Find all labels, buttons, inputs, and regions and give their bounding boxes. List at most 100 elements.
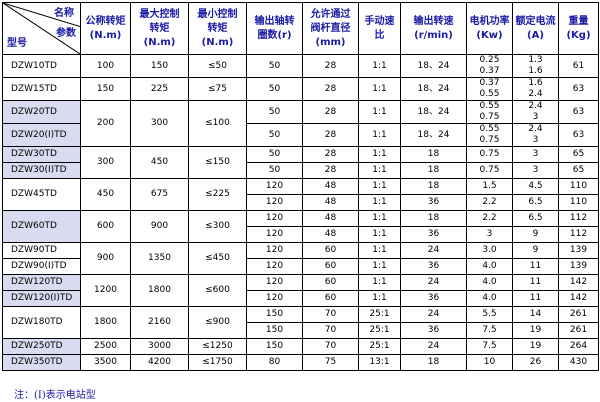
table-cell: 1:1 — [358, 77, 401, 101]
table-cell: 7.5 — [466, 338, 513, 355]
table-cell: 19 — [512, 338, 559, 355]
table-cell: 63 — [558, 100, 599, 124]
col-header: 额定电流 (A) — [512, 2, 559, 55]
table-cell: 0.25 0.37 — [466, 54, 513, 78]
corner-model-label: 型号 — [7, 38, 27, 49]
table-cell: 142 — [558, 290, 599, 307]
model-cell: DZW10TD — [2, 54, 81, 78]
table-cell: 28 — [302, 123, 359, 147]
table-row: 120 48 1:1 36 3 9 112 — [3, 226, 599, 243]
table-cell: 4.0 — [466, 258, 513, 275]
table-cell: 1:1 — [358, 54, 401, 78]
table-cell: 28 — [302, 146, 359, 163]
table-row: DZW10TD 100 150 ≤50 50 28 1:1 18、24 0.25 0.37 1.3 1… — [2, 54, 599, 78]
table-cell: 1:1 — [358, 194, 401, 211]
table-row: DZW120TD 1200 1800 ≤600 120 60 1:1 24 4.0 11 142 — [2, 274, 599, 307]
table-cell: ≤100 — [188, 100, 247, 147]
table-cell: 60 — [302, 290, 359, 307]
table-cell: 120 — [246, 226, 303, 243]
col-header: 最大控制 转矩 (N.m) — [130, 2, 189, 55]
table-cell: 75 — [302, 354, 359, 371]
table-row: DZW45TD 450 675 ≤225 120 48 1:1 18 1.5 4.5 110 — [2, 178, 599, 211]
table-cell: 60 — [302, 274, 359, 291]
table-cell: 48 — [302, 226, 359, 243]
table-cell: 2.2 — [466, 194, 513, 211]
table-cell: 48 — [302, 178, 359, 195]
table-cell: 9 — [512, 226, 559, 243]
model-cell: DZW90TD — [2, 242, 81, 259]
table-cell: 112 — [558, 210, 599, 227]
table-cell: 139 — [558, 242, 599, 259]
table-cell: 36 — [400, 194, 467, 211]
table-cell: 28 — [302, 54, 359, 78]
table-cell: 450 — [80, 178, 131, 211]
table-cell: ≤450 — [188, 242, 247, 275]
table-cell: 1.5 — [466, 178, 513, 195]
table-cell: 50 — [246, 100, 303, 124]
model-cell: DZW120TD — [2, 274, 81, 291]
table-cell: 1:1 — [358, 146, 401, 163]
table-cell: 5.5 — [466, 306, 513, 323]
footnote: 注：(I)表示电站型 — [14, 390, 96, 401]
table-cell: 1:1 — [358, 210, 401, 227]
model-cell: DZW20TD — [2, 100, 81, 124]
table-cell: 10 — [466, 354, 513, 371]
table-cell: 100 — [80, 54, 131, 78]
table-cell: 0.75 — [466, 146, 513, 163]
col-header: 输出转速 (r/min) — [400, 2, 467, 55]
table-cell: 50 — [246, 123, 303, 147]
table-cell: 1.3 1.6 — [512, 54, 559, 78]
table-cell: 150 — [246, 322, 303, 339]
table-cell: 60 — [302, 242, 359, 259]
table-cell: 675 — [130, 178, 189, 211]
table-cell: 50 — [246, 54, 303, 78]
model-cell: DZW30(I)TD — [2, 162, 81, 179]
table-cell: 261 — [558, 306, 599, 323]
table-cell: 13:1 — [358, 354, 401, 371]
spec-table: 名称 参数 型号 公称转矩 (N.m) 最大控制 转矩 (N.m) 最小控制 转矩 (N.… — [2, 2, 599, 371]
table-cell: 28 — [302, 100, 359, 124]
table-cell: 24 — [400, 274, 467, 291]
table-cell: 70 — [302, 306, 359, 323]
table-cell: 6.5 — [512, 210, 559, 227]
table-cell: 1200 — [80, 274, 131, 307]
table-cell: 60 — [302, 258, 359, 275]
table-cell: 9 — [512, 242, 559, 259]
table-cell: 120 — [246, 194, 303, 211]
table-cell: 1:1 — [358, 226, 401, 243]
table-row: DZW90TD 900 1350 ≤450 120 60 1:1 24 3.0 9 139 — [2, 242, 599, 275]
table-cell: 28 — [302, 77, 359, 101]
table-cell: ≤600 — [188, 274, 247, 307]
table-cell: 24 — [400, 242, 467, 259]
table-cell: 2.4 3 — [512, 123, 559, 147]
table-cell: 120 — [246, 242, 303, 259]
table-cell: 36 — [400, 290, 467, 307]
table-cell: 11 — [512, 274, 559, 291]
table-cell: 120 — [246, 178, 303, 195]
table-cell: 28 — [302, 162, 359, 179]
col-header: 允许通过 阀杆直径 (mm) — [302, 2, 359, 55]
table-cell: 120 — [246, 258, 303, 275]
table-cell: 3.0 — [466, 242, 513, 259]
table-cell: 1:1 — [358, 100, 401, 124]
table-cell: ≤1250 — [188, 338, 247, 355]
table-cell: 25:1 — [358, 322, 401, 339]
table-cell: 900 — [80, 242, 131, 275]
table-cell: ≤150 — [188, 146, 247, 179]
table-row: DZW30(I)TD 50 28 1:1 18 0.75 3 65 — [2, 162, 599, 179]
table-cell: 1:1 — [358, 258, 401, 275]
table-cell: 1:1 — [358, 162, 401, 179]
col-header: 最小控制 转矩 (N.m) — [188, 2, 247, 55]
table-cell: 2.4 3 — [512, 100, 559, 124]
table-cell: 19 — [512, 322, 559, 339]
model-cell: DZW20(I)TD — [2, 123, 81, 147]
table-cell: 1350 — [130, 242, 189, 275]
table-cell: 50 — [246, 77, 303, 101]
table-row: DZW30TD 300 450 ≤150 50 28 1:1 18 0.75 3 65 — [2, 146, 599, 179]
model-cell: DZW15TD — [2, 77, 81, 101]
table-cell: 18 — [400, 178, 467, 195]
model-cell: DZW120(I)TD — [2, 290, 81, 307]
table-cell: 1:1 — [358, 290, 401, 307]
table-cell: 63 — [558, 77, 599, 101]
model-cell: DZW45TD — [2, 178, 81, 211]
